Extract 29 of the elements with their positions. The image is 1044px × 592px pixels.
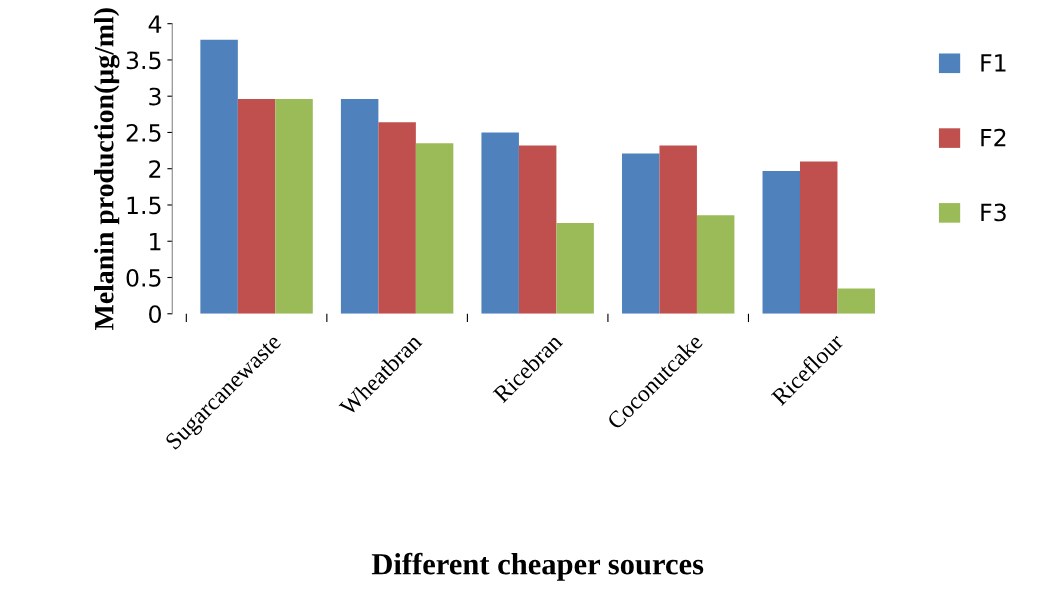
legend-label: F1 — [981, 54, 1006, 72]
bar — [415, 143, 454, 314]
bar — [378, 122, 416, 314]
y-tick-label: 3.5 — [126, 51, 161, 70]
bar — [659, 145, 697, 314]
y-tick-label: 1 — [150, 233, 161, 251]
y-tick-label: 1.5 — [127, 196, 161, 215]
bar — [237, 99, 276, 314]
bar — [518, 145, 557, 314]
bar — [800, 161, 838, 314]
bar — [696, 215, 735, 314]
bar — [340, 99, 379, 314]
legend-label: F3 — [981, 203, 1006, 222]
bar — [837, 288, 875, 314]
bar — [275, 99, 313, 314]
bar — [762, 170, 800, 314]
y-axis-title: Melanin production(µg/ml) — [94, 8, 120, 330]
x-axis-title: Different cheaper sources — [371, 552, 704, 581]
y-tick-label: 3 — [149, 87, 161, 106]
bar — [621, 153, 660, 314]
y-tick-label: 4 — [148, 15, 162, 33]
bar — [556, 223, 594, 314]
y-tick-label: 0.5 — [126, 268, 161, 287]
y-tick-label: 2.5 — [126, 123, 161, 142]
legend-label: F2 — [981, 128, 1006, 147]
y-tick-label: 2 — [149, 160, 161, 178]
bar — [200, 39, 238, 314]
bar — [481, 132, 519, 314]
y-tick-label: 0 — [149, 305, 161, 324]
